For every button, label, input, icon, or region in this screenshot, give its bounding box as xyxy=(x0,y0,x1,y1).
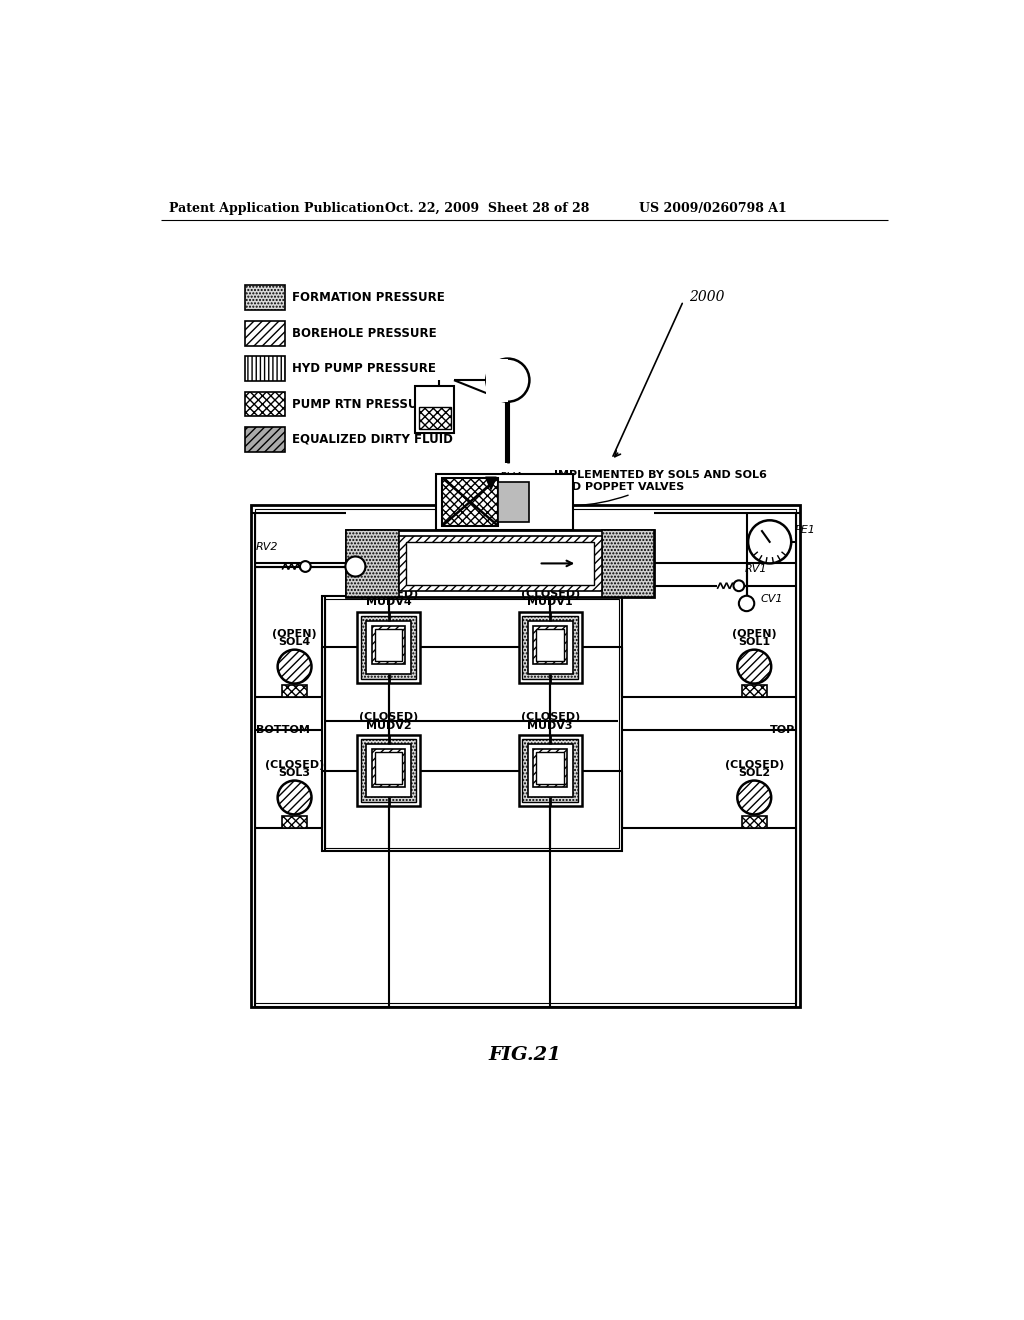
Text: US 2009/0260798 A1: US 2009/0260798 A1 xyxy=(639,202,786,215)
Text: (OPEN): (OPEN) xyxy=(272,628,316,639)
Bar xyxy=(528,744,572,797)
Circle shape xyxy=(739,595,755,611)
Bar xyxy=(245,356,285,381)
Text: SOL4: SOL4 xyxy=(279,638,310,647)
Text: (CLOSED): (CLOSED) xyxy=(520,589,580,599)
Bar xyxy=(498,482,528,521)
Bar xyxy=(357,735,420,807)
Circle shape xyxy=(737,780,771,814)
Text: CV1: CV1 xyxy=(761,594,783,603)
Text: MUDV4: MUDV4 xyxy=(366,598,412,607)
Text: MUDV2: MUDV2 xyxy=(366,721,412,730)
Circle shape xyxy=(345,557,366,577)
Polygon shape xyxy=(485,478,497,490)
Bar xyxy=(486,359,508,401)
Text: SOL1: SOL1 xyxy=(738,638,770,647)
Text: BOREHOLE PRESSURE: BOREHOLE PRESSURE xyxy=(292,326,437,339)
Text: 2000: 2000 xyxy=(689,290,724,304)
Text: FORMATION PRESSURE: FORMATION PRESSURE xyxy=(292,292,445,305)
Bar xyxy=(283,685,307,697)
Bar xyxy=(367,744,411,797)
Bar xyxy=(357,612,420,682)
Text: RV1: RV1 xyxy=(744,564,767,574)
Bar xyxy=(372,626,406,664)
Bar xyxy=(360,615,416,678)
Text: (OPEN): (OPEN) xyxy=(732,628,776,639)
Text: RV2: RV2 xyxy=(255,543,278,552)
Text: MUDV1: MUDV1 xyxy=(527,598,573,607)
Text: (CLOSED): (CLOSED) xyxy=(265,760,325,770)
Bar xyxy=(602,529,654,598)
Text: Patent Application Publication: Patent Application Publication xyxy=(169,202,385,215)
Text: TOP: TOP xyxy=(770,725,795,735)
Text: SOL3: SOL3 xyxy=(279,768,310,779)
Bar xyxy=(375,752,402,784)
Text: (CLOSED): (CLOSED) xyxy=(725,760,784,770)
Text: PE1: PE1 xyxy=(795,525,816,536)
Bar xyxy=(534,626,567,664)
Circle shape xyxy=(737,649,771,684)
Bar xyxy=(255,508,796,1003)
Bar xyxy=(442,478,498,525)
Bar xyxy=(518,612,582,682)
Bar xyxy=(528,622,572,673)
Bar xyxy=(367,622,411,673)
Circle shape xyxy=(278,780,311,814)
Bar xyxy=(398,536,602,591)
Circle shape xyxy=(733,581,744,591)
Bar xyxy=(325,599,618,849)
Bar xyxy=(416,385,454,433)
Text: RV4: RV4 xyxy=(500,473,522,482)
Text: (CLOSED): (CLOSED) xyxy=(358,589,418,599)
Bar xyxy=(537,628,564,661)
Text: CV2: CV2 xyxy=(346,546,369,556)
Bar xyxy=(537,752,564,784)
Text: EQUALIZED DIRTY FLUID: EQUALIZED DIRTY FLUID xyxy=(292,433,454,446)
Text: (CLOSED): (CLOSED) xyxy=(520,711,580,722)
Bar xyxy=(346,529,654,598)
Bar xyxy=(372,748,406,788)
Bar xyxy=(742,816,767,829)
Text: PUMP RTN PRESSURE: PUMP RTN PRESSURE xyxy=(292,397,435,411)
Text: HYD PUMP PRESSURE: HYD PUMP PRESSURE xyxy=(292,362,436,375)
Bar xyxy=(375,628,402,661)
Bar xyxy=(245,392,285,416)
Bar xyxy=(742,685,767,697)
Bar xyxy=(419,407,451,429)
Bar xyxy=(522,615,578,678)
Bar xyxy=(346,529,398,598)
Circle shape xyxy=(278,649,311,684)
Text: (CLOSED): (CLOSED) xyxy=(358,711,418,722)
Text: IMPLEMENTED BY SOL5 AND SOL6
AND POPPET VALVES: IMPLEMENTED BY SOL5 AND SOL6 AND POPPET … xyxy=(518,470,767,506)
Bar xyxy=(360,739,416,803)
Bar xyxy=(283,816,307,829)
Bar xyxy=(252,506,800,1007)
Circle shape xyxy=(749,520,792,564)
Bar xyxy=(245,321,285,346)
Circle shape xyxy=(486,359,529,401)
Bar xyxy=(522,739,578,803)
Bar xyxy=(534,748,567,788)
Bar xyxy=(436,474,572,529)
Text: SOL2: SOL2 xyxy=(738,768,770,779)
Bar xyxy=(322,595,622,851)
Bar xyxy=(407,541,594,585)
Text: P: P xyxy=(503,374,513,387)
Circle shape xyxy=(300,561,310,572)
Bar xyxy=(518,735,582,807)
Text: MUDV3: MUDV3 xyxy=(527,721,573,730)
Bar xyxy=(245,285,285,310)
Text: Oct. 22, 2009  Sheet 28 of 28: Oct. 22, 2009 Sheet 28 of 28 xyxy=(385,202,589,215)
Bar xyxy=(245,428,285,451)
Text: BOTTOM: BOTTOM xyxy=(256,725,310,735)
Text: FIG.21: FIG.21 xyxy=(488,1047,561,1064)
